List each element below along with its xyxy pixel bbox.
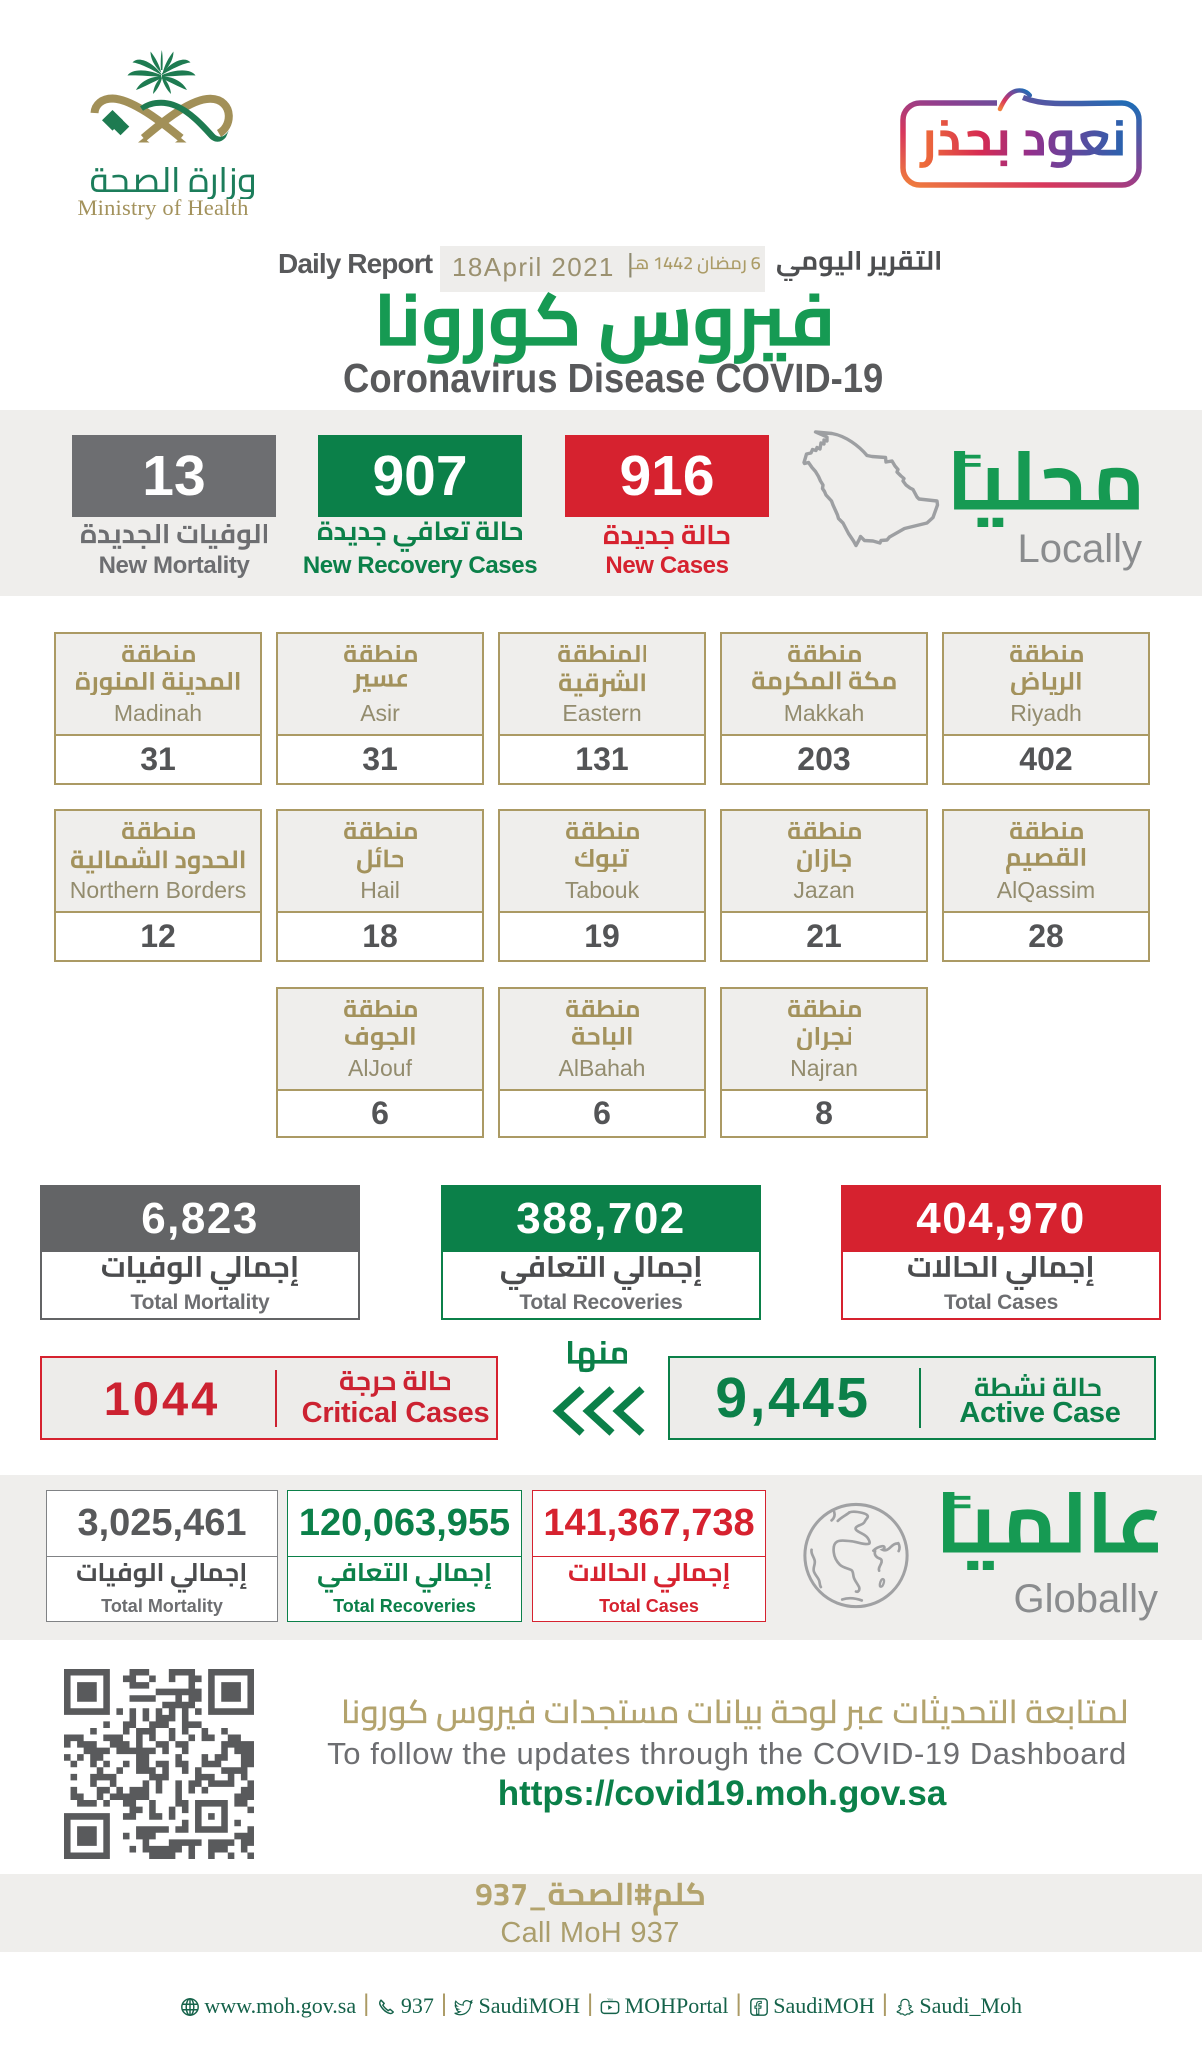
- svg-text:You: You: [607, 1997, 613, 2001]
